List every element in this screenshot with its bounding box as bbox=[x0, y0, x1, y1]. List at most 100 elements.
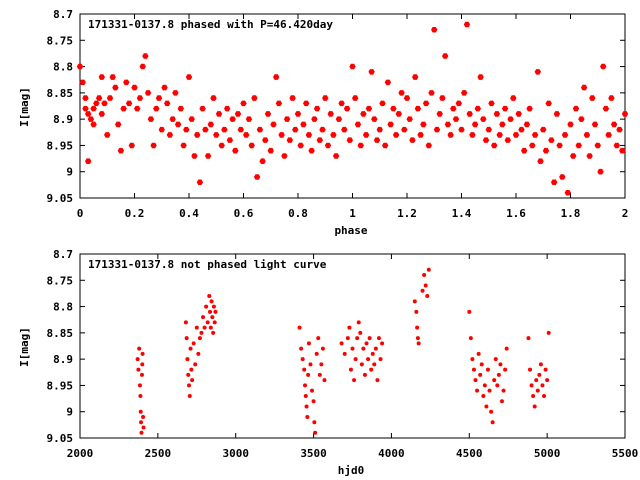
data-point bbox=[300, 357, 305, 362]
data-point bbox=[211, 304, 216, 309]
data-point bbox=[79, 79, 86, 86]
data-point bbox=[474, 105, 481, 112]
data-point bbox=[492, 378, 497, 383]
data-point bbox=[469, 132, 476, 138]
data-point bbox=[137, 383, 142, 388]
data-point bbox=[253, 174, 261, 180]
data-point bbox=[327, 111, 334, 117]
data-point bbox=[140, 351, 145, 356]
data-point bbox=[594, 142, 601, 149]
data-point bbox=[597, 168, 604, 175]
data-point bbox=[356, 320, 361, 325]
data-point bbox=[87, 116, 95, 122]
data-point bbox=[213, 132, 220, 138]
data-point bbox=[401, 126, 408, 133]
data-point bbox=[188, 346, 193, 351]
data-point bbox=[289, 95, 296, 101]
data-point bbox=[319, 362, 324, 367]
x-axis-label: hjd0 bbox=[338, 464, 365, 477]
y-tick-label: 8.8 bbox=[53, 301, 73, 314]
y-tick-label: 8.7 bbox=[53, 8, 73, 21]
x-tick-label: 2 bbox=[622, 207, 629, 220]
data-point bbox=[245, 116, 253, 122]
data-point bbox=[136, 367, 141, 372]
data-point bbox=[526, 105, 533, 112]
data-point bbox=[415, 336, 420, 341]
data-point bbox=[461, 90, 468, 96]
data-point bbox=[166, 132, 174, 138]
data-point bbox=[120, 105, 127, 112]
data-point bbox=[380, 341, 385, 346]
data-point bbox=[221, 126, 228, 133]
data-point bbox=[211, 330, 216, 335]
data-point bbox=[488, 100, 495, 107]
data-point bbox=[297, 142, 304, 149]
data-point bbox=[267, 147, 274, 154]
data-point bbox=[403, 95, 411, 101]
data-point bbox=[352, 95, 359, 101]
data-point bbox=[501, 105, 509, 112]
data-point bbox=[275, 100, 283, 107]
data-point bbox=[128, 142, 135, 149]
data-point bbox=[428, 90, 435, 96]
data-point bbox=[185, 357, 190, 362]
data-point bbox=[480, 116, 487, 122]
data-point bbox=[360, 111, 367, 117]
data-point bbox=[478, 372, 483, 377]
data-point bbox=[621, 111, 629, 117]
y-tick-label: 9.05 bbox=[47, 432, 74, 445]
data-point bbox=[183, 320, 188, 325]
data-point bbox=[499, 399, 504, 404]
data-point bbox=[144, 90, 152, 96]
data-point bbox=[306, 341, 311, 346]
data-point bbox=[376, 126, 383, 133]
data-point bbox=[578, 116, 585, 122]
chart-title: 171331-0137.8 not phased light curve bbox=[88, 258, 327, 271]
data-point bbox=[169, 116, 176, 122]
data-point bbox=[368, 69, 375, 75]
data-point bbox=[174, 121, 182, 128]
data-point bbox=[324, 142, 332, 149]
data-point bbox=[487, 388, 492, 393]
data-point bbox=[602, 105, 610, 112]
data-point bbox=[161, 84, 168, 91]
data-point bbox=[433, 126, 441, 133]
chart-title: 171331-0137.8 phased with P=46.420day bbox=[88, 18, 333, 31]
data-point bbox=[177, 105, 184, 112]
data-point bbox=[372, 362, 377, 367]
data-point bbox=[412, 74, 419, 80]
data-point bbox=[422, 100, 430, 107]
data-point bbox=[537, 372, 542, 377]
data-point bbox=[180, 142, 187, 149]
data-point bbox=[294, 111, 302, 117]
data-point bbox=[484, 404, 489, 409]
data-point bbox=[409, 137, 416, 143]
x-tick-label: 2000 bbox=[67, 447, 94, 460]
data-point bbox=[515, 111, 522, 117]
data-point bbox=[367, 336, 372, 341]
data-point bbox=[473, 378, 478, 383]
data-point bbox=[308, 362, 313, 367]
data-point bbox=[316, 336, 321, 341]
data-point bbox=[529, 383, 534, 388]
x-tick-label: 4000 bbox=[378, 447, 405, 460]
x-tick-label: 1.6 bbox=[506, 207, 526, 220]
x-ticks: 2000 2500 3000 3500 4000 4500 5000 5500 bbox=[67, 254, 638, 460]
data-point bbox=[313, 430, 318, 435]
data-point bbox=[425, 294, 430, 299]
data-point bbox=[369, 367, 374, 372]
data-point bbox=[187, 393, 192, 398]
data-point bbox=[476, 351, 481, 356]
y-tick-label: 8.95 bbox=[47, 139, 74, 152]
data-point bbox=[439, 95, 446, 101]
data-point bbox=[342, 351, 347, 356]
data-point bbox=[357, 142, 364, 149]
data-point bbox=[204, 153, 212, 159]
y-tick-label: 8.75 bbox=[47, 274, 74, 287]
data-point bbox=[207, 121, 214, 128]
data-point bbox=[202, 126, 209, 133]
data-point bbox=[193, 362, 198, 367]
data-point bbox=[85, 111, 92, 117]
data-point bbox=[299, 346, 304, 351]
